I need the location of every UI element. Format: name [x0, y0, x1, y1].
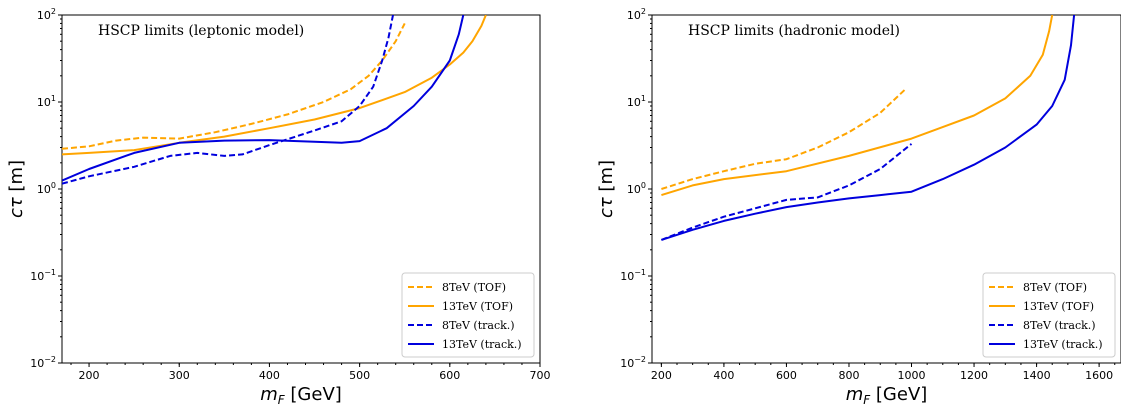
chart-panel-2: 200 400 600 800 1000 1200 1400 1600 10−2 10−1 100 1…	[596, 7, 1121, 407]
y-tick-label: 10−1	[620, 268, 646, 283]
legend: 8TeV (TOF) 13TeV (TOF) 8TeV (track.) 13TeV …	[401, 272, 535, 358]
x-tick-label: 400	[713, 369, 734, 382]
legend-box	[982, 272, 1116, 358]
y-axis-label: cτ [m]	[6, 160, 27, 218]
y-axis-label: cτ [m]	[596, 160, 617, 218]
x-tick-label: 700	[530, 369, 551, 382]
y-tick-label: 100	[37, 181, 56, 196]
x-tick-label: 800	[838, 369, 859, 382]
x-tick-label: 300	[169, 369, 190, 382]
y-tick-label: 102	[37, 7, 56, 22]
chart-title: HSCP limits (hadronic model)	[688, 23, 900, 39]
legend-box	[401, 272, 535, 358]
chart-title: HSCP limits (leptonic model)	[98, 23, 304, 39]
series-group	[62, 15, 487, 185]
series-line-2	[661, 15, 1054, 197]
legend-label: 13TeV (track.)	[1023, 338, 1103, 351]
y-tick-label: 10−1	[30, 268, 56, 283]
series-line-2	[62, 15, 487, 156]
legend-label: 13TeV (TOF)	[1023, 300, 1094, 313]
x-tick-label: 200	[79, 369, 100, 382]
legend-label: 8TeV (TOF)	[1023, 281, 1087, 294]
y-tick-label: 101	[627, 94, 646, 109]
chart-panel-1: 200 300 400 500 600 700 10−2 10−1 100 101 102 mF [G…	[6, 7, 551, 407]
series-line-3	[62, 15, 394, 185]
x-tick-label: 200	[651, 369, 672, 382]
legend-label: 8TeV (track.)	[442, 319, 515, 332]
legend: 8TeV (TOF) 13TeV (TOF) 8TeV (track.) 13TeV …	[982, 272, 1116, 358]
x-tick-label: 1000	[898, 369, 926, 382]
x-axis-label: mF [GeV]	[260, 384, 342, 407]
series-line-3	[661, 143, 913, 241]
legend-label: 13TeV (TOF)	[442, 300, 513, 313]
x-tick-label: 600	[439, 369, 460, 382]
x-tick-label: 400	[259, 369, 280, 382]
x-tick-label: 600	[776, 369, 797, 382]
series-line-4	[661, 15, 1076, 241]
x-tick-label: 1400	[1023, 369, 1051, 382]
x-tick-label: 1200	[960, 369, 988, 382]
series-group	[661, 15, 1076, 241]
legend-label: 8TeV (TOF)	[442, 281, 506, 294]
y-tick-label: 101	[37, 94, 56, 109]
series-line-1	[62, 22, 406, 150]
x-tick-label: 1600	[1085, 369, 1113, 382]
y-tick-label: 102	[627, 7, 646, 22]
series-line-4	[62, 15, 465, 182]
x-axis-label: mF [GeV]	[846, 384, 928, 407]
legend-label: 8TeV (track.)	[1023, 319, 1096, 332]
x-tick-label: 500	[349, 369, 370, 382]
legend-label: 13TeV (track.)	[442, 338, 522, 351]
y-tick-label: 100	[627, 181, 646, 196]
y-tick-label: 10−2	[620, 355, 646, 370]
series-line-1	[661, 88, 906, 190]
y-tick-label: 10−2	[30, 355, 56, 370]
